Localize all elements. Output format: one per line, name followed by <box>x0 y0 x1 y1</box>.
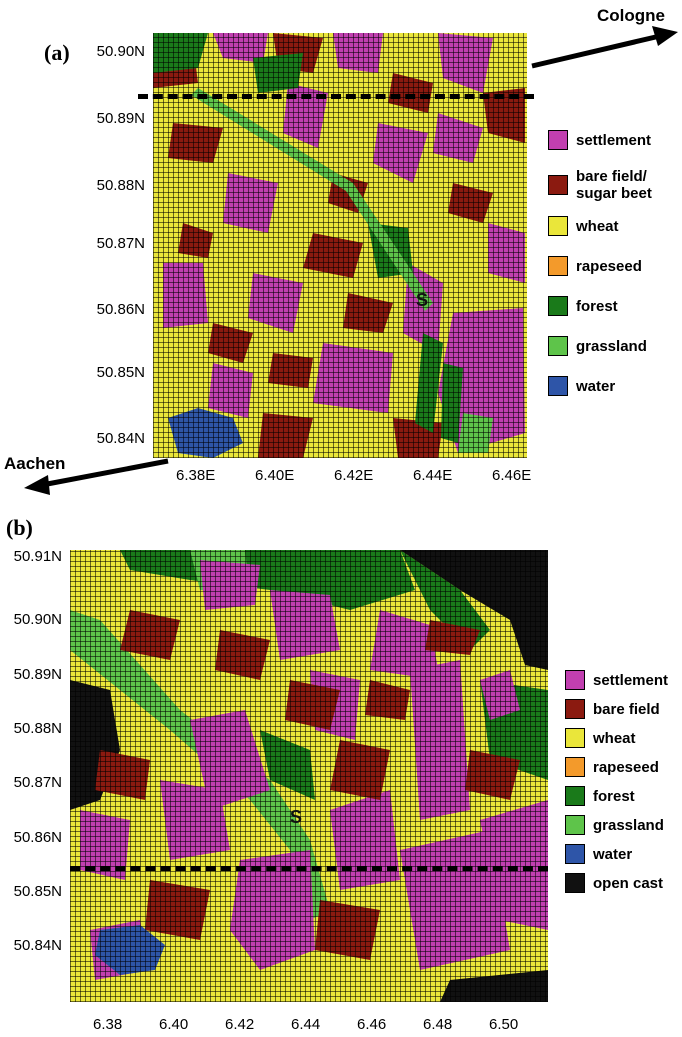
legend-label: grassland <box>576 337 647 355</box>
b-xtick: 6.46 <box>357 1016 387 1033</box>
dashed-transect-line-a <box>138 94 534 99</box>
a-xtick: 6.42E <box>334 467 374 484</box>
a-ytick: 50.88N <box>96 177 145 194</box>
legend-swatch <box>548 376 568 396</box>
dashed-transect-line-b <box>70 866 548 871</box>
a-xtick: 6.46E <box>492 467 532 484</box>
legend-item-open-cast: open cast <box>565 873 663 893</box>
legend-swatch <box>548 216 568 236</box>
legend-item-forest: forest <box>548 296 618 316</box>
legend-item-grassland: grassland <box>565 815 664 835</box>
b-ytick: 50.91N <box>13 548 62 565</box>
legend-swatch <box>565 699 585 719</box>
legend-label: wheat <box>576 217 619 235</box>
legend-item-settlement: settlement <box>565 670 668 690</box>
legend-swatch <box>565 786 585 806</box>
a-xtick: 6.44E <box>413 467 453 484</box>
legend-item-bare-field: bare field <box>565 699 660 719</box>
legend-item-water: water <box>565 844 632 864</box>
b-xtick: 6.38 <box>93 1016 123 1033</box>
legend-a: settlement bare field/ sugar beet wheat … <box>548 130 678 400</box>
b-xtick: 6.42 <box>225 1016 255 1033</box>
b-ytick: 50.84N <box>13 937 62 954</box>
legend-label: forest <box>593 787 635 805</box>
legend-item-wheat: wheat <box>565 728 636 748</box>
b-ytick: 50.87N <box>13 774 62 791</box>
b-ytick: 50.85N <box>13 883 62 900</box>
legend-swatch <box>548 336 568 356</box>
a-xtick: 6.38E <box>176 467 216 484</box>
a-ytick: 50.90N <box>96 43 145 60</box>
legend-swatch <box>565 757 585 777</box>
legend-label: bare field <box>593 700 660 718</box>
legend-swatch <box>548 175 568 195</box>
legend-label: water <box>576 377 616 395</box>
legend-label: rapeseed <box>576 257 642 275</box>
legend-swatch <box>565 844 585 864</box>
b-xtick: 6.44 <box>291 1016 321 1033</box>
legend-swatch <box>548 296 568 316</box>
legend-label: water <box>593 845 633 863</box>
station-marker-a: S <box>416 290 429 310</box>
legend-b: settlement bare field wheat rapeseed for… <box>565 670 682 900</box>
land-use-map-b: S <box>70 550 548 1002</box>
legend-item-settlement: settlement <box>548 130 651 150</box>
legend-swatch <box>548 130 568 150</box>
legend-label: wheat <box>593 729 636 747</box>
b-ytick: 50.88N <box>13 720 62 737</box>
panel-a-label: (a) <box>44 40 70 65</box>
a-xtick: 6.40E <box>255 467 295 484</box>
legend-swatch <box>565 728 585 748</box>
a-ytick: 50.89N <box>96 110 145 127</box>
legend-swatch <box>565 815 585 835</box>
b-ytick: 50.86N <box>13 829 62 846</box>
legend-swatch <box>565 873 585 893</box>
arrow-to-cologne <box>531 26 678 69</box>
city-label-aachen: Aachen <box>4 454 66 473</box>
panel-b-label: (b) <box>6 515 33 540</box>
arrow-to-aachen <box>24 458 169 495</box>
legend-item-bare-field: bare field/ sugar beet <box>548 168 652 202</box>
legend-label: bare field/ sugar beet <box>576 168 652 202</box>
b-ytick: 50.90N <box>13 611 62 628</box>
legend-item-forest: forest <box>565 786 635 806</box>
b-xtick: 6.40 <box>159 1016 189 1033</box>
legend-item-water: water <box>548 376 615 396</box>
b-xtick: 6.48 <box>423 1016 453 1033</box>
a-ytick: 50.87N <box>96 235 145 252</box>
legend-item-wheat: wheat <box>548 216 619 236</box>
a-ytick: 50.84N <box>96 430 145 447</box>
legend-label: open cast <box>593 874 664 892</box>
b-xtick: 6.50 <box>489 1016 519 1033</box>
legend-label: grassland <box>593 816 664 834</box>
legend-label: settlement <box>593 671 669 689</box>
b-ytick: 50.89N <box>13 666 62 683</box>
legend-label: settlement <box>576 131 652 149</box>
legend-swatch <box>565 670 585 690</box>
legend-item-grassland: grassland <box>548 336 647 356</box>
a-ytick: 50.85N <box>96 364 145 381</box>
legend-swatch <box>548 256 568 276</box>
legend-label: forest <box>576 297 618 315</box>
legend-item-rapeseed: rapeseed <box>565 757 659 777</box>
legend-item-rapeseed: rapeseed <box>548 256 642 276</box>
a-ytick: 50.86N <box>96 301 145 318</box>
city-label-cologne: Cologne <box>597 6 665 25</box>
legend-label: rapeseed <box>593 758 659 776</box>
station-marker-b: S <box>290 807 303 827</box>
